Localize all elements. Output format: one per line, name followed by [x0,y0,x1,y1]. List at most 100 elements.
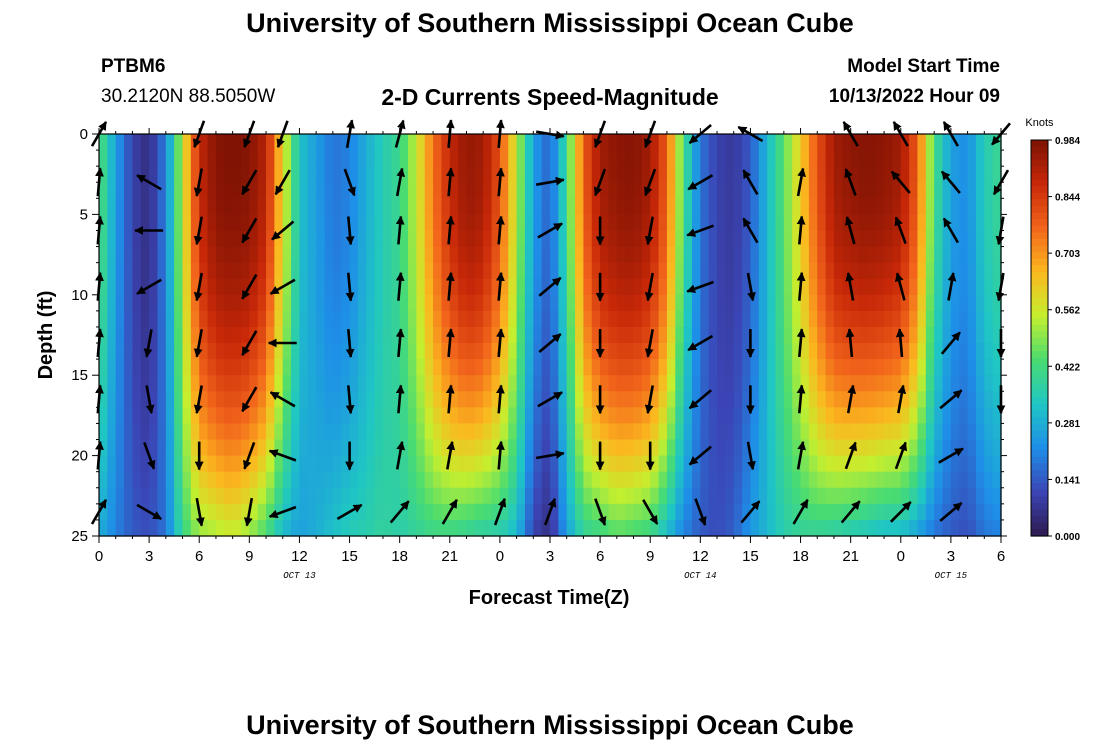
heatmap-cell [516,391,526,408]
heatmap-cell [99,310,108,328]
heatmap-cell [583,150,593,167]
heatmap-cell [850,310,860,328]
heatmap-cell [533,150,543,167]
heatmap-cell [232,262,242,280]
heatmap-cell [357,134,367,151]
heatmap-cell [884,182,894,199]
heatmap-cell [382,166,392,183]
heatmap-cell [700,182,710,199]
heatmap-cell [875,182,885,199]
heatmap-cell [950,294,960,312]
heatmap-cell [249,134,259,151]
heatmap-cell [349,134,359,151]
current-vector-arrow [446,440,456,470]
heatmap-cell [984,278,994,296]
heatmap-cell [550,166,559,183]
heatmap-cell [633,326,643,344]
heatmap-cell [533,423,543,441]
heatmap-cell [942,246,952,264]
heatmap-cell [157,407,167,425]
heatmap-cell [374,230,384,248]
heatmap-cell [391,407,401,425]
heatmap-cell [817,423,827,441]
heatmap-cell [558,487,568,505]
heatmap-cell [441,343,451,360]
heatmap-cell [725,134,735,151]
heatmap-cell [600,439,610,457]
heatmap-cell [316,519,326,537]
colorbar-segment [1031,357,1048,365]
heatmap-cell [942,487,952,505]
heatmap-cell [992,310,1002,328]
heatmap-cell [357,150,367,167]
heatmap-cell [366,519,376,537]
heatmap-cell [967,503,977,521]
heatmap-cell [708,391,718,408]
heatmap-cell [575,487,585,505]
heatmap-cell [742,278,752,296]
heatmap-cell [124,182,134,199]
heatmap-cell [215,262,225,280]
heatmap-cell [859,471,868,489]
heatmap-cell [934,503,944,521]
heatmap-cell [934,150,944,167]
heatmap-cell [391,519,401,537]
heatmap-cell [165,439,175,457]
heatmap-cell [942,134,952,151]
heatmap-cell [700,407,710,425]
heatmap-cell [266,455,275,473]
heatmap-cell [658,439,668,457]
heatmap-cell [625,375,635,392]
heatmap-cell [975,359,985,376]
heatmap-cell [600,391,610,408]
heatmap-cell [232,471,242,489]
heatmap-cell [717,519,726,537]
heatmap-cell [149,439,159,457]
heatmap-cell [783,503,793,521]
heatmap-cell [825,359,835,376]
heatmap-cell [842,182,852,199]
heatmap-cell [399,487,409,505]
heatmap-cell [107,214,117,232]
heatmap-cell [725,455,735,473]
heatmap-cell [374,182,384,199]
heatmap-cell [892,471,902,489]
current-vector-arrow [268,449,297,462]
heatmap-cell [508,326,518,344]
heatmap-cell [441,375,451,392]
heatmap-cell [408,359,417,376]
heatmap-cell [817,278,827,296]
heatmap-cell [199,487,209,505]
heatmap-cell [859,278,868,296]
heatmap-cell [366,326,376,344]
heatmap-cell [132,503,142,521]
heatmap-cell [750,343,760,360]
heatmap-cell [583,166,593,183]
current-vector-arrow [143,441,156,470]
heatmap-cell [675,198,685,215]
heatmap-cell [474,310,484,328]
heatmap-cell [458,503,468,521]
heatmap-cell [683,182,693,199]
heatmap-cell [992,455,1002,473]
heatmap-cell [717,166,726,183]
heatmap-cell [842,423,852,441]
heatmap-cell [616,310,626,328]
x-tick-label: 6 [596,548,604,565]
heatmap-cell [934,198,944,215]
heatmap-cell [107,262,117,280]
heatmap-cell [550,246,559,264]
heatmap-cell [817,198,827,215]
heatmap-cell [466,503,476,521]
heatmap-cell [925,375,935,392]
heatmap-cell [433,423,443,441]
heatmap-cell [666,134,676,151]
y-tick-label: 5 [80,206,88,223]
colorbar-segment [1031,338,1048,346]
heatmap-cell [909,471,919,489]
date-label: OCT 15 [935,571,968,581]
heatmap-cell [591,326,601,344]
heatmap-cell [942,150,952,167]
heatmap-cell [282,214,292,232]
heatmap-cell [850,214,860,232]
